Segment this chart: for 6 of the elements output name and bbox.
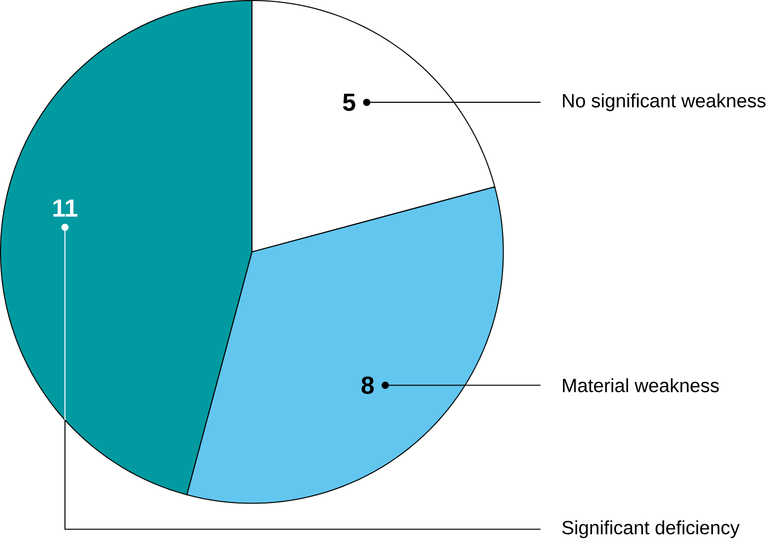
data-label: 8: [362, 376, 374, 394]
data-label: 5: [342, 94, 356, 111]
data-label: 11: [53, 200, 78, 217]
slice-label: No significant weakness: [562, 93, 766, 112]
slice-label: Material weakness: [562, 378, 719, 392]
slice-label: Significant deficiency: [562, 520, 740, 538]
